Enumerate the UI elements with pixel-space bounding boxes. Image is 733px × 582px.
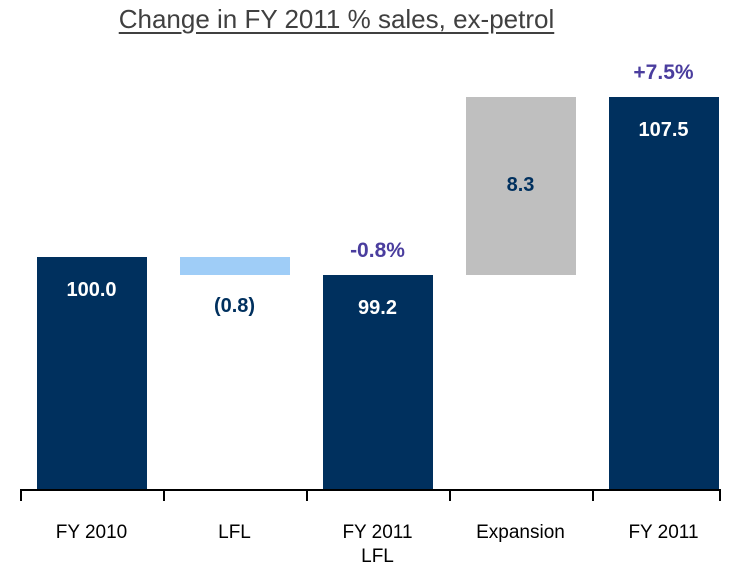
x-tick-label: FY 2011 LFL [342,522,413,567]
bar [608,96,719,489]
bar [36,257,147,489]
x-tick-label: LFL [218,522,251,543]
x-tick [306,489,308,501]
value-label: 107.5 [638,118,689,141]
bar [465,96,576,275]
x-tick [20,489,22,501]
value-label: 99.2 [358,296,397,319]
x-tick-label: FY 2010 [55,522,128,543]
x-tick [449,489,451,501]
value-label: (0.8) [213,294,256,317]
x-tick-label: FY 2011 [628,522,699,543]
x-axis [20,489,720,491]
annotation: -0.8% [350,238,405,262]
chart-title: Change in FY 2011 % sales, ex-petrol [118,4,555,34]
bar [179,257,290,275]
x-tick-label: Expansion [476,522,565,543]
x-tick [592,489,594,501]
x-tick [163,489,165,501]
annotation: +7.5% [633,60,694,84]
value-label: 8.3 [506,173,535,196]
x-tick [719,489,721,501]
value-label: 100.0 [66,279,117,302]
bar [322,274,433,489]
